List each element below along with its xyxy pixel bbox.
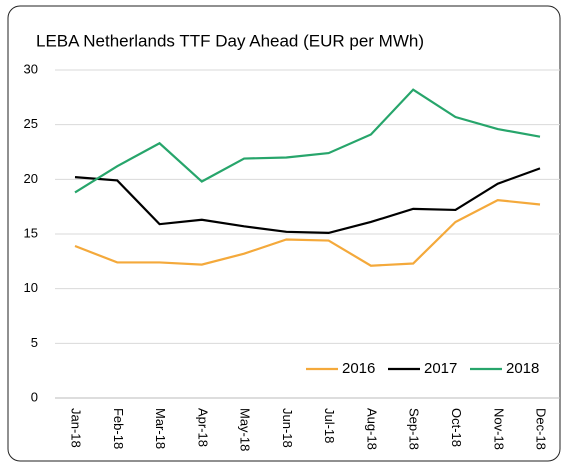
x-tick-label: Sep-18 (407, 408, 422, 450)
x-tick-label: May-18 (238, 408, 253, 451)
series-line (74, 198, 541, 267)
y-tick-label: 30 (24, 61, 38, 76)
legend-label: 2017 (424, 360, 457, 377)
legend-label: 2016 (342, 360, 375, 377)
x-tick-label: Aug-18 (364, 408, 379, 450)
x-tick-label: Dec-18 (534, 408, 549, 450)
chart-title: LEBA Netherlands TTF Day Ahead (EUR per … (36, 31, 424, 50)
series-line (74, 167, 541, 235)
y-tick-label: 15 (24, 225, 38, 240)
series-line (74, 88, 541, 194)
x-tick-label: Oct-18 (449, 408, 464, 447)
y-tick-label: 20 (24, 171, 38, 186)
legend-box (300, 357, 556, 381)
legend-label: 2018 (506, 360, 539, 377)
x-tick-label: Nov-18 (491, 408, 506, 450)
y-tick-label: 0 (31, 389, 38, 404)
x-tick-label: Feb-18 (111, 408, 126, 449)
y-tick-label: 25 (24, 116, 38, 131)
x-tick-label: Mar-18 (153, 408, 168, 449)
y-tick-label: 5 (31, 335, 38, 350)
y-tick-label: 10 (24, 280, 38, 295)
x-tick-label: Jul-18 (322, 408, 337, 443)
x-tick-label: Apr-18 (195, 408, 210, 447)
x-tick-label: Jun-18 (280, 408, 295, 448)
x-tick-label: Jan-18 (69, 408, 84, 448)
